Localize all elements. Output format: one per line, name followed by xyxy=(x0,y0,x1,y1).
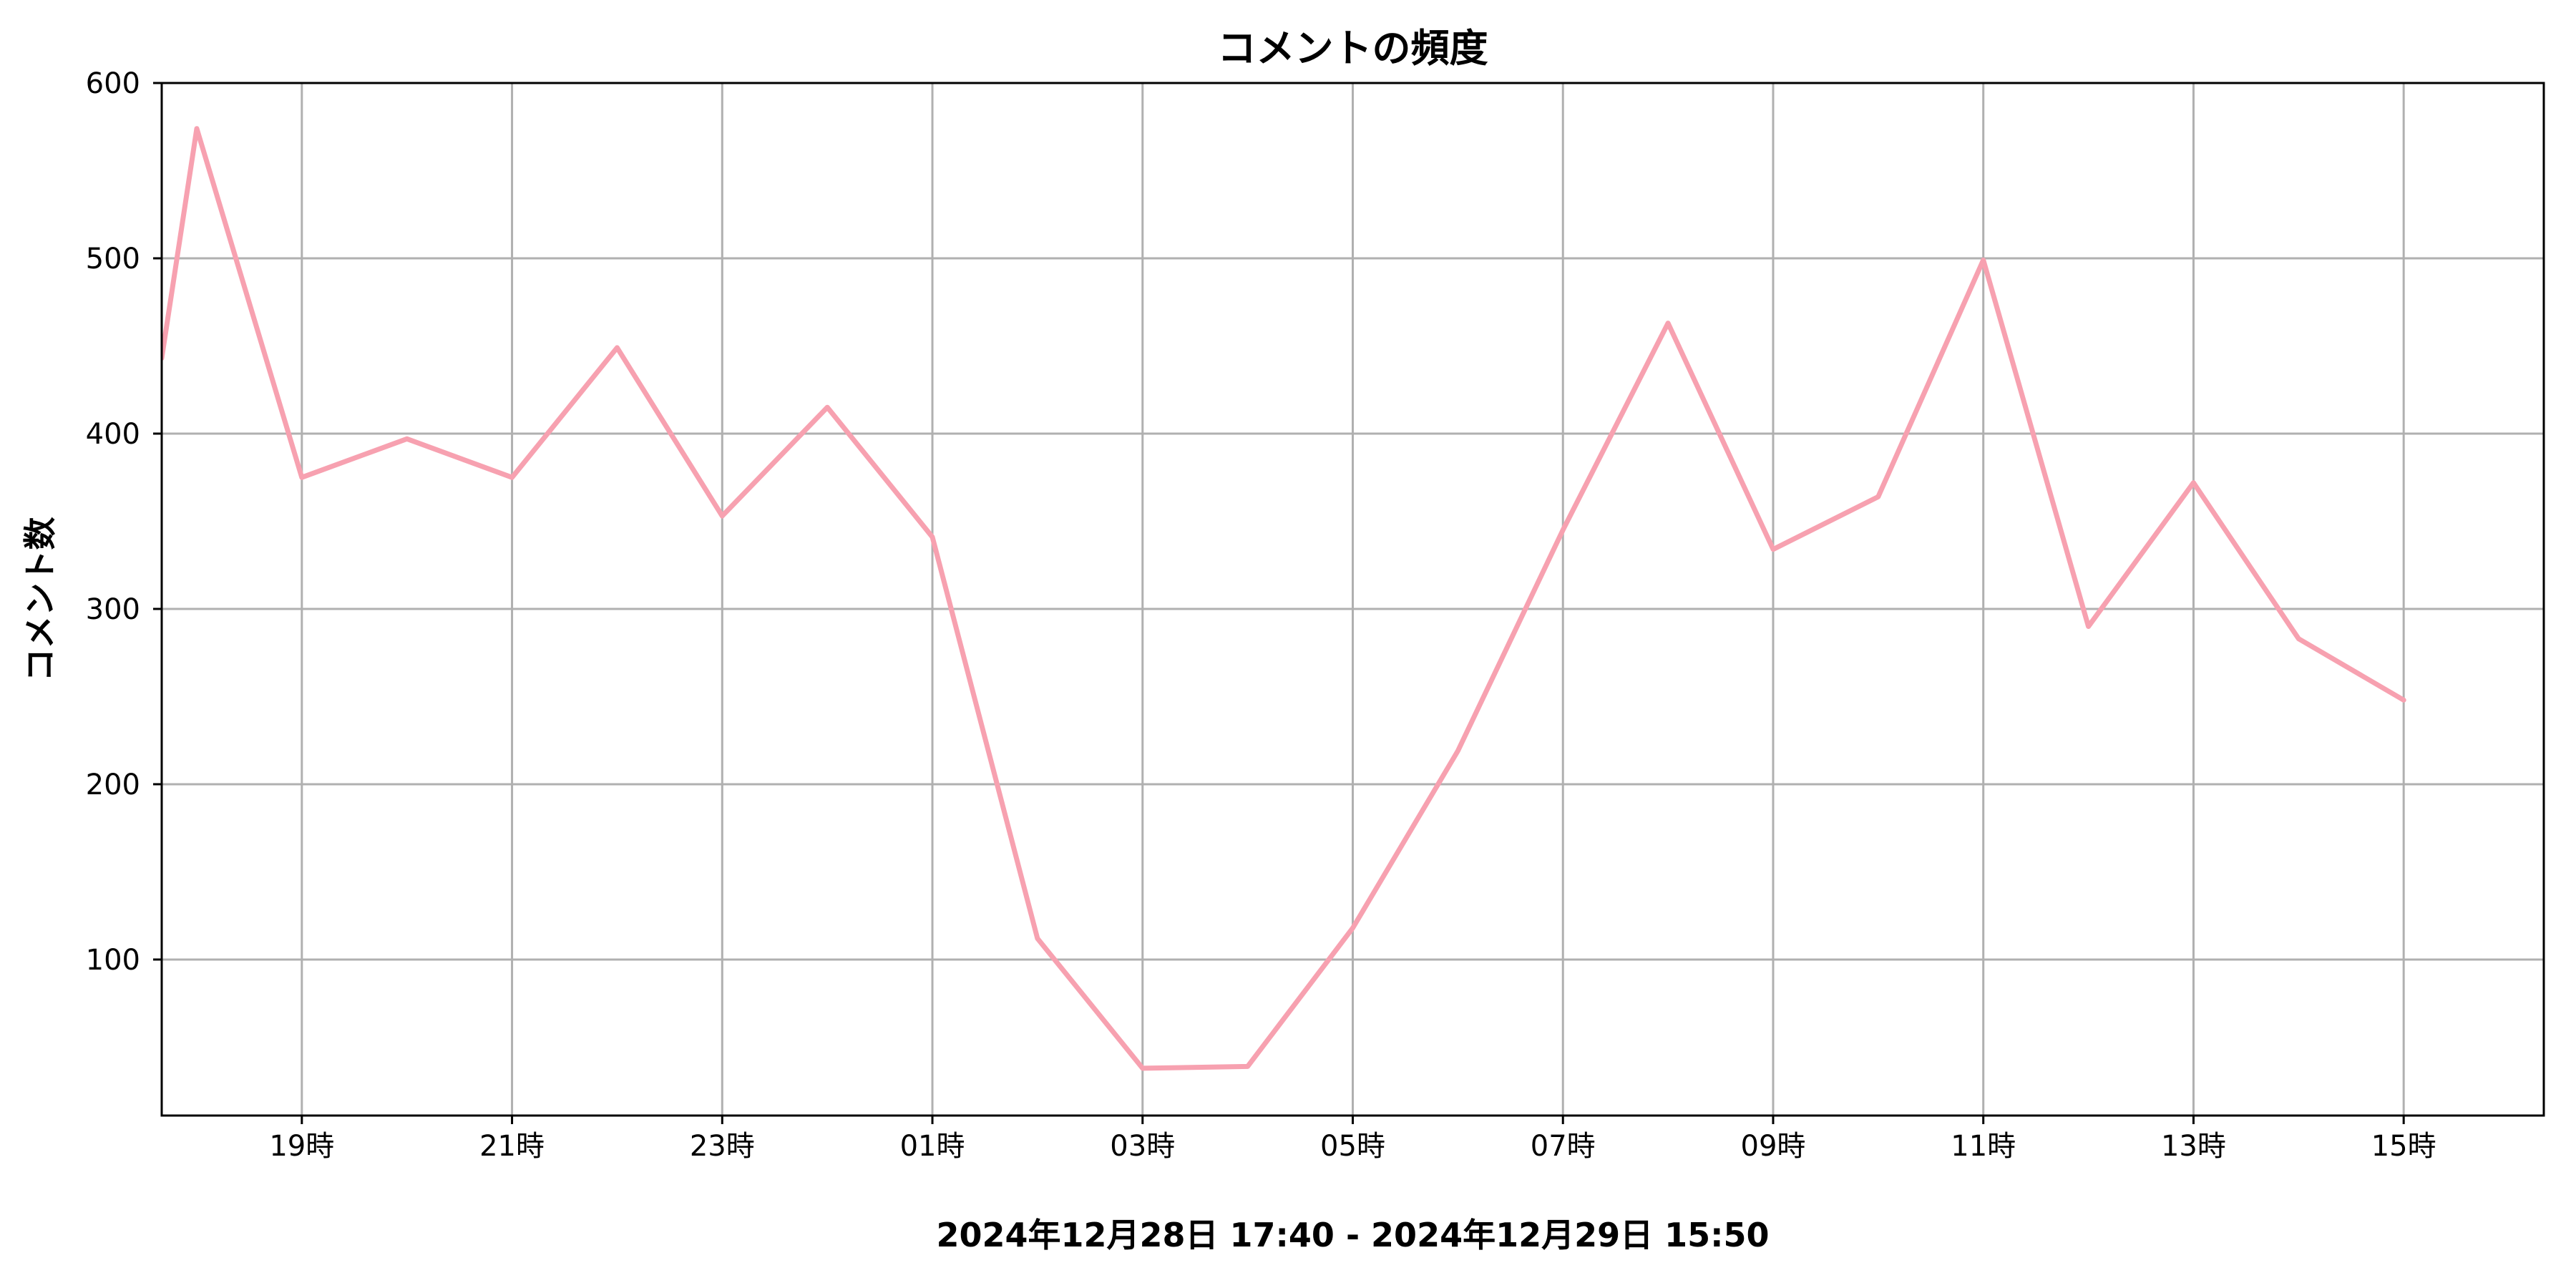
data-point xyxy=(2192,482,2194,484)
x-tick-label: 03時 xyxy=(1110,1130,1175,1163)
data-point xyxy=(2298,638,2299,640)
series-layer xyxy=(162,126,2406,1071)
grid xyxy=(162,83,2544,1116)
y-tick-label: 100 xyxy=(86,944,140,977)
data-point xyxy=(1772,549,1774,550)
y-tick-label: 300 xyxy=(86,593,140,626)
x-tick-label: 07時 xyxy=(1531,1130,1596,1163)
y-axis-label: コメント数 xyxy=(21,517,59,682)
x-tick-label: 23時 xyxy=(690,1130,755,1163)
series-line-0 xyxy=(162,126,2406,1071)
y-tick-label: 400 xyxy=(86,418,140,451)
data-point xyxy=(1037,938,1038,940)
x-tick-label: 11時 xyxy=(1951,1130,2016,1163)
data-point xyxy=(721,515,723,517)
data-point xyxy=(616,347,618,348)
y-tick-label: 600 xyxy=(86,67,140,100)
data-point xyxy=(2088,625,2089,627)
x-tick-label: 13時 xyxy=(2161,1130,2226,1163)
data-point xyxy=(826,406,828,408)
data-point xyxy=(1247,1065,1249,1067)
chart-title: コメントの頻度 xyxy=(1218,26,1488,71)
y-tick-label: 500 xyxy=(86,243,140,275)
x-tick-label: 09時 xyxy=(1741,1130,1806,1163)
x-axis-label: 2024年12月28日 17:40 - 2024年12月29日 15:50 xyxy=(936,1216,1769,1254)
axis-ticks: 19時 21時 23時 01時 03時 05時 07時 09時 11時 13時 15時 100 200 3… xyxy=(86,67,2436,1163)
x-tick-label: 15時 xyxy=(2371,1130,2436,1163)
data-point xyxy=(301,477,303,478)
data-point xyxy=(1352,927,1353,929)
y-tick-label: 200 xyxy=(86,769,140,801)
x-tick-label: 01時 xyxy=(900,1130,965,1163)
x-tick-label: 21時 xyxy=(479,1130,545,1163)
x-tick-label: 05時 xyxy=(1320,1130,1385,1163)
x-tick-label: 19時 xyxy=(269,1130,334,1163)
data-point xyxy=(196,128,197,130)
